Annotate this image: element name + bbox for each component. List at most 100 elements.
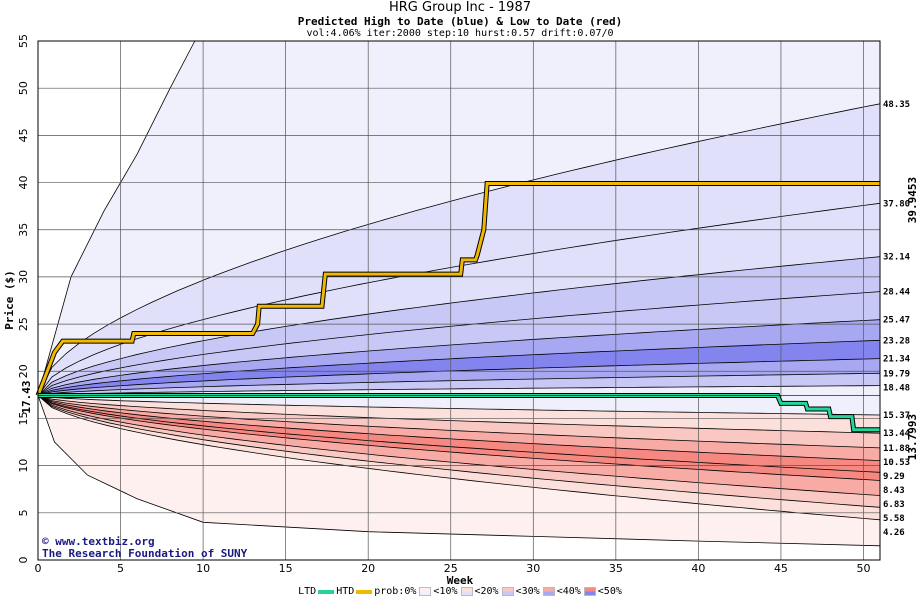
credit-website: © www.textbiz.org xyxy=(42,535,155,548)
low-band xyxy=(38,395,880,461)
percentile-line xyxy=(37,395,881,496)
percentile-line xyxy=(37,372,881,396)
chart-parameters: vol:4.06% iter:2000 step:10 hurst:0.57 d… xyxy=(306,28,614,39)
x-tick-label: 5 xyxy=(117,562,124,575)
legend-htd-label: HTD xyxy=(336,586,355,597)
percentile-end-label: 25.47 xyxy=(883,316,910,326)
percentile-line xyxy=(37,103,881,396)
x-tick-label: 45 xyxy=(774,562,788,575)
legend-ltd-label: LTD xyxy=(298,586,317,597)
probability-bands xyxy=(38,41,880,546)
percentile-line xyxy=(37,202,881,396)
legend-bin-swatch xyxy=(501,587,514,596)
legend-bin-label: <30% xyxy=(515,586,540,597)
y-tick-label: 55 xyxy=(17,34,30,48)
chart-title: HRG Group Inc - 1987 xyxy=(389,0,531,15)
percentile-line xyxy=(37,339,881,396)
x-axis-label: Week xyxy=(447,574,474,587)
high-band xyxy=(38,256,880,396)
x-tick-label: 20 xyxy=(361,562,375,575)
percentile-line xyxy=(37,395,881,461)
legend-bin-label: <20% xyxy=(474,586,499,597)
percentile-end-label: 13.44 xyxy=(883,429,911,439)
high-band xyxy=(38,373,880,396)
percentile-end-label: 19.79 xyxy=(883,369,910,379)
y-tick-label: 50 xyxy=(17,81,30,95)
legend-bin-swatch xyxy=(583,587,596,596)
legend-bin-swatch xyxy=(419,587,432,596)
chart-subtitle: Predicted High to Date (blue) & Low to D… xyxy=(297,15,623,28)
high-band xyxy=(38,103,880,396)
percentile-end-labels: 48.35 37.80 32.14 28.44 25.47 23.28 21.34 19.79… xyxy=(883,100,911,538)
high-band xyxy=(38,319,880,396)
high-band xyxy=(38,291,880,396)
low-band-outer xyxy=(38,395,880,546)
low-band xyxy=(38,395,880,448)
percentile-end-label: 10.53 xyxy=(883,458,910,468)
percentile-end-label: 9.29 xyxy=(883,472,905,482)
plot-frame xyxy=(37,40,881,561)
y-tick-label: 0 xyxy=(17,557,30,564)
legend-bin-swatch xyxy=(542,587,555,596)
percentile-line xyxy=(37,358,881,396)
percentile-end-label: 8.43 xyxy=(883,486,905,496)
low-band xyxy=(38,395,880,481)
percentile-line xyxy=(37,385,881,396)
high-band xyxy=(38,340,880,396)
x-tick-label: 15 xyxy=(279,562,293,575)
low-band xyxy=(38,395,880,473)
htd-end-value-label: 39.9453 xyxy=(906,177,919,223)
percentile-end-label: 32.14 xyxy=(883,253,911,263)
y-tick-label: 20 xyxy=(17,364,30,378)
legend-bin-label: <40% xyxy=(556,586,581,597)
y-tick-label: 40 xyxy=(17,176,30,190)
percentile-end-label: 48.35 xyxy=(883,100,910,110)
legend-htd-swatch xyxy=(356,589,373,594)
percentile-line xyxy=(37,395,881,449)
legend-prob-label: prob:0% xyxy=(374,586,417,597)
current-price-label: 17.43 xyxy=(20,380,33,413)
ltd-end-value-label: 13.7993 xyxy=(906,414,919,460)
htd-line xyxy=(36,182,880,397)
percentile-line xyxy=(37,395,881,416)
y-tick-label: 5 xyxy=(17,509,30,516)
percentile-end-label: 23.28 xyxy=(883,336,910,346)
percentile-end-label: 21.34 xyxy=(883,355,911,365)
percentile-line xyxy=(37,395,881,481)
low-band xyxy=(38,395,880,496)
legend-ltd-swatch xyxy=(318,589,335,594)
percentile-end-label: 18.48 xyxy=(883,383,910,393)
x-tick-label: 30 xyxy=(526,562,540,575)
percentile-end-label: 37.80 xyxy=(883,199,910,209)
percentile-lines xyxy=(37,40,881,547)
y-tick-label: 15 xyxy=(17,411,30,425)
x-tick-label: 0 xyxy=(35,562,42,575)
legend-bin-label: <10% xyxy=(433,586,458,597)
percentile-line xyxy=(37,395,881,508)
percentile-line xyxy=(37,395,881,521)
credit-website-text: www.textbiz.org xyxy=(55,535,154,548)
x-tick-label: 35 xyxy=(609,562,623,575)
y-tick-label: 25 xyxy=(17,317,30,331)
y-tick-label: 35 xyxy=(17,223,30,237)
y-tick-label: 45 xyxy=(17,128,30,142)
percentile-line xyxy=(37,319,881,396)
percentile-end-label: 28.44 xyxy=(883,288,911,298)
percentile-line xyxy=(37,256,881,396)
percentile-end-label: 4.26 xyxy=(883,528,905,538)
center-band xyxy=(38,385,880,415)
legend: LTD HTD prob:0% <10% <20% <30% <40% <50% xyxy=(0,586,920,598)
ltd-line xyxy=(38,394,880,432)
x-tick-label: 25 xyxy=(444,562,458,575)
x-axis-ticks: 0 5 10 15 20 25 30 35 40 45 50 xyxy=(35,562,871,575)
legend-bin-label: <50% xyxy=(597,586,622,597)
percentile-end-label: 6.83 xyxy=(883,500,905,510)
copyright-icon: © xyxy=(42,535,55,548)
x-tick-label: 40 xyxy=(691,562,705,575)
percentile-line xyxy=(37,395,881,473)
high-band xyxy=(38,358,880,396)
percentile-end-label: 11.88 xyxy=(883,444,910,454)
high-band-outer xyxy=(38,41,880,396)
percentile-line xyxy=(37,291,881,396)
